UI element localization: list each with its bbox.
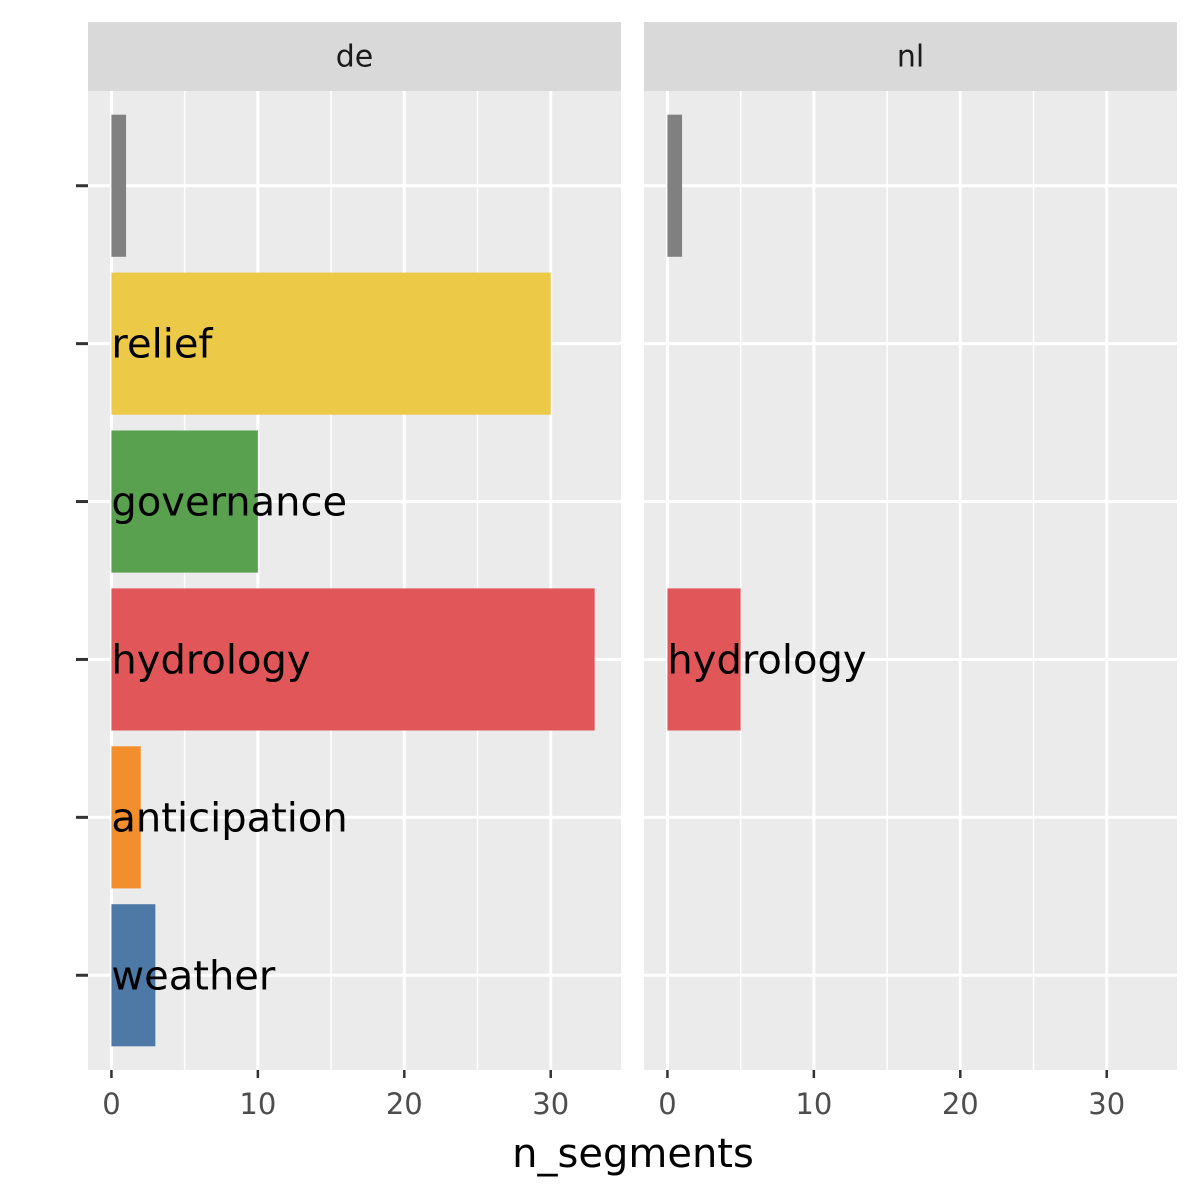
x-tick-label: 30 [1088, 1087, 1125, 1121]
x-tick-label: 10 [795, 1087, 832, 1121]
bar-label-de-anticipation: anticipation [111, 795, 347, 841]
bar-de-weather [111, 904, 156, 1047]
bar-label-de-relief: relief [111, 322, 213, 368]
x-tick-label: 30 [532, 1087, 569, 1121]
panel-background [644, 91, 1177, 1070]
bar-label-de-hydrology: hydrology [111, 637, 310, 683]
x-tick-label: 20 [386, 1087, 423, 1121]
bar-label-nl-hydrology: hydrology [667, 637, 866, 683]
bar-de-unlabeled [111, 114, 127, 257]
bar-nl-hydrology [667, 588, 741, 731]
bar-label-de-governance: governance [111, 480, 347, 526]
x-tick-label: 0 [658, 1087, 676, 1121]
facet-label-de: de [336, 40, 374, 75]
panel-background [88, 91, 621, 1070]
x-tick-label: 0 [102, 1087, 120, 1121]
facet-strip [644, 22, 1177, 91]
bar-nl-unlabeled [667, 114, 683, 257]
bar-de-anticipation [111, 746, 141, 889]
panel-nl: hydrology nl 0 10 20 30 [644, 22, 1177, 1121]
bar-de-hydrology [111, 588, 595, 731]
x-tick-label: 10 [239, 1087, 276, 1121]
facet-label-nl: nl [897, 40, 924, 75]
facet-strip [88, 22, 621, 91]
bar-de-relief [111, 272, 551, 415]
panels: weather anticipation hydrology governance re… [88, 22, 1177, 1121]
x-axis-title: n_segments [512, 1131, 754, 1177]
y-axis-ticks [76, 184, 88, 977]
bar-label-de-weather: weather [111, 953, 275, 999]
panel-de: weather anticipation hydrology governance re… [88, 22, 621, 1121]
x-tick-label: 20 [942, 1087, 979, 1121]
bar-de-governance [111, 430, 258, 573]
